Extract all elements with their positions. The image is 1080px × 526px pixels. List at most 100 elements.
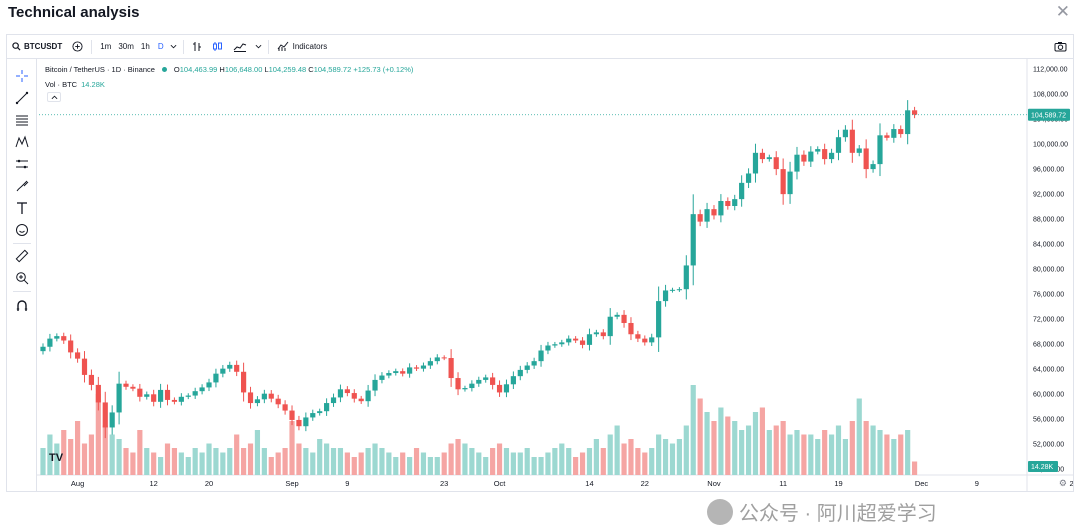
x-tick-label: 19 (834, 479, 842, 488)
candle (828, 152, 835, 160)
brush-tool[interactable] (13, 177, 31, 195)
candle (393, 371, 399, 374)
volume-bar (213, 448, 219, 475)
volume-bar (47, 434, 53, 475)
candle (247, 392, 254, 404)
volume-bar (303, 448, 309, 475)
candle (905, 110, 911, 135)
candle (206, 382, 212, 388)
add-circle-icon (72, 41, 83, 52)
volume-bar (289, 421, 295, 475)
interval-dropdown[interactable] (167, 35, 180, 58)
fib-tool[interactable] (13, 111, 31, 129)
candle (739, 182, 745, 200)
volume-bar (794, 430, 800, 475)
volume-bar (95, 394, 101, 475)
collapse-legend-button[interactable] (47, 92, 61, 102)
compare-button[interactable] (67, 35, 88, 58)
volume-bar (524, 448, 530, 475)
text-tool[interactable] (13, 199, 31, 217)
candle (503, 384, 510, 393)
pattern-tool[interactable] (13, 133, 31, 151)
screenshot-button[interactable] (1049, 35, 1073, 58)
candle (324, 403, 330, 412)
candle (441, 357, 447, 359)
y-tick-label: 72,000.00 (1033, 317, 1064, 324)
candle (822, 149, 828, 160)
candle (282, 404, 288, 411)
y-tick-label: 108,000.00 (1033, 91, 1068, 98)
projection-tool[interactable] (13, 155, 31, 173)
price-chart[interactable]: 112,000.00108,000.00104,000.00100,000.00… (37, 59, 1073, 491)
candle (787, 171, 793, 195)
volume-bar (780, 421, 786, 475)
interval-1m[interactable]: 1m (100, 42, 112, 51)
toolbar-divider (182, 39, 184, 54)
volume-bar (600, 448, 606, 475)
candles-style-button[interactable] (207, 35, 228, 58)
candle (732, 199, 738, 207)
x-tick-label: 22 (641, 479, 649, 488)
candle (863, 148, 869, 170)
candle (330, 397, 337, 404)
candle (842, 129, 848, 138)
candle (400, 371, 406, 374)
volume-bar (420, 452, 427, 475)
volume-bar (863, 421, 869, 475)
candle (911, 110, 918, 115)
interval-d[interactable]: D (157, 42, 164, 51)
candle (351, 393, 357, 399)
volume-bar (448, 443, 454, 475)
y-tick-label: 88,000.00 (1033, 217, 1064, 224)
candle (718, 201, 724, 216)
volume-bar (628, 439, 634, 475)
close-icon[interactable]: ✕ (1055, 2, 1070, 21)
dialog-title: Technical analysis (8, 4, 140, 21)
change-value: +125.73 (+0.12%) (353, 65, 414, 74)
indicators-button[interactable]: Indicators (272, 35, 333, 58)
candle (808, 151, 814, 162)
volume-bar (102, 425, 108, 475)
volume-bar (538, 457, 544, 475)
chart-type-dropdown[interactable] (252, 35, 265, 58)
volume-bar (455, 439, 461, 475)
volume-bar (607, 434, 613, 475)
y-tick-label: 92,000.00 (1033, 191, 1064, 198)
zoom-tool[interactable] (13, 269, 31, 287)
candle (579, 340, 586, 345)
volume-bar (379, 448, 385, 475)
magnet-tool[interactable] (13, 297, 31, 315)
volume-bar (669, 443, 676, 475)
candle (559, 342, 565, 345)
emoji-icon (16, 224, 28, 236)
candle (517, 369, 523, 377)
ruler-tool[interactable] (13, 247, 31, 265)
candle (151, 394, 157, 402)
y-tick-label: 56,000.00 (1033, 417, 1064, 424)
wechat-icon (707, 498, 733, 525)
x-tick-label: Nov (707, 479, 721, 488)
candle (752, 152, 759, 174)
candle (344, 389, 350, 394)
crosshair-tool[interactable] (13, 67, 31, 85)
volume-bar (718, 407, 724, 475)
bar-style-button[interactable] (187, 35, 207, 58)
chart-toolbar: BTCUSDT 1m 30m 1h D Indicators (6, 34, 1074, 58)
fib-icon (16, 115, 28, 126)
volume-bar (870, 425, 876, 475)
candle (261, 393, 267, 400)
interval-1h[interactable]: 1h (140, 42, 150, 51)
high-key: H (219, 65, 225, 74)
tool-divider (13, 243, 31, 244)
last-volume-tag (1028, 461, 1058, 472)
emoji-tool[interactable] (13, 221, 31, 239)
volume-bar (61, 430, 67, 475)
settings-icon[interactable]: ⚙ (1058, 478, 1067, 488)
trend-line-tool[interactable] (13, 89, 31, 107)
area-style-button[interactable] (228, 35, 252, 58)
interval-30m[interactable]: 30m (118, 42, 134, 51)
volume-bar (227, 448, 233, 475)
symbol-search-button[interactable]: BTCUSDT (7, 35, 67, 58)
candle (317, 411, 323, 414)
candles-icon (212, 42, 222, 51)
